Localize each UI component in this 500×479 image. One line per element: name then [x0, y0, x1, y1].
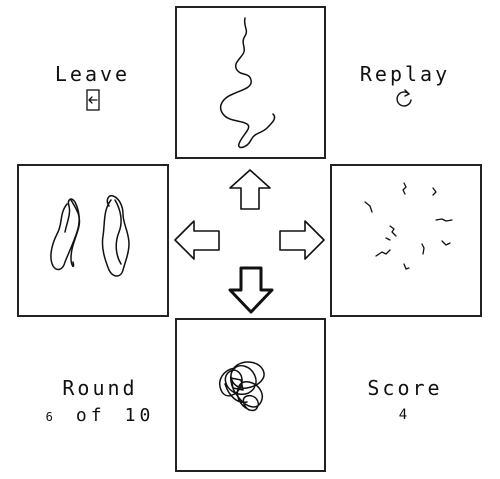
exit-door-icon: [85, 89, 100, 111]
round-title: Round: [62, 376, 138, 400]
arrow-up-icon: [229, 169, 271, 210]
leave-button[interactable]: Leave: [50, 64, 135, 116]
replay-button[interactable]: Replay: [355, 64, 455, 116]
score-indicator: Score 4: [355, 378, 455, 422]
arrow-left-button[interactable]: [172, 218, 222, 263]
card-top[interactable]: [175, 6, 326, 159]
scattered-squiggles-drawing: [364, 182, 453, 270]
round-current: 6: [45, 410, 57, 424]
replay-label: Replay: [359, 62, 451, 86]
round-progress: 6 of 10: [40, 407, 160, 425]
score-value: 4: [398, 407, 412, 423]
round-of: of: [75, 405, 106, 426]
card-bottom[interactable]: [175, 318, 326, 472]
arrow-right-button[interactable]: [277, 218, 327, 263]
card-right[interactable]: [330, 164, 482, 317]
arrow-right-icon: [279, 220, 325, 260]
two-strands-drawing: [50, 194, 130, 277]
arrow-left-icon: [174, 220, 220, 260]
tangled-scribble-drawing: [219, 361, 265, 412]
card-left[interactable]: [17, 164, 169, 317]
arrow-down-icon: [228, 266, 274, 314]
arrow-up-button[interactable]: [226, 167, 274, 212]
replay-icon: [396, 89, 412, 107]
wavy-line-drawing: [219, 17, 276, 149]
round-total: 10: [124, 405, 155, 426]
round-indicator: Round 6 of 10: [40, 378, 160, 425]
leave-label: Leave: [54, 62, 131, 86]
score-title: Score: [367, 376, 443, 400]
arrow-down-button[interactable]: [227, 264, 275, 316]
